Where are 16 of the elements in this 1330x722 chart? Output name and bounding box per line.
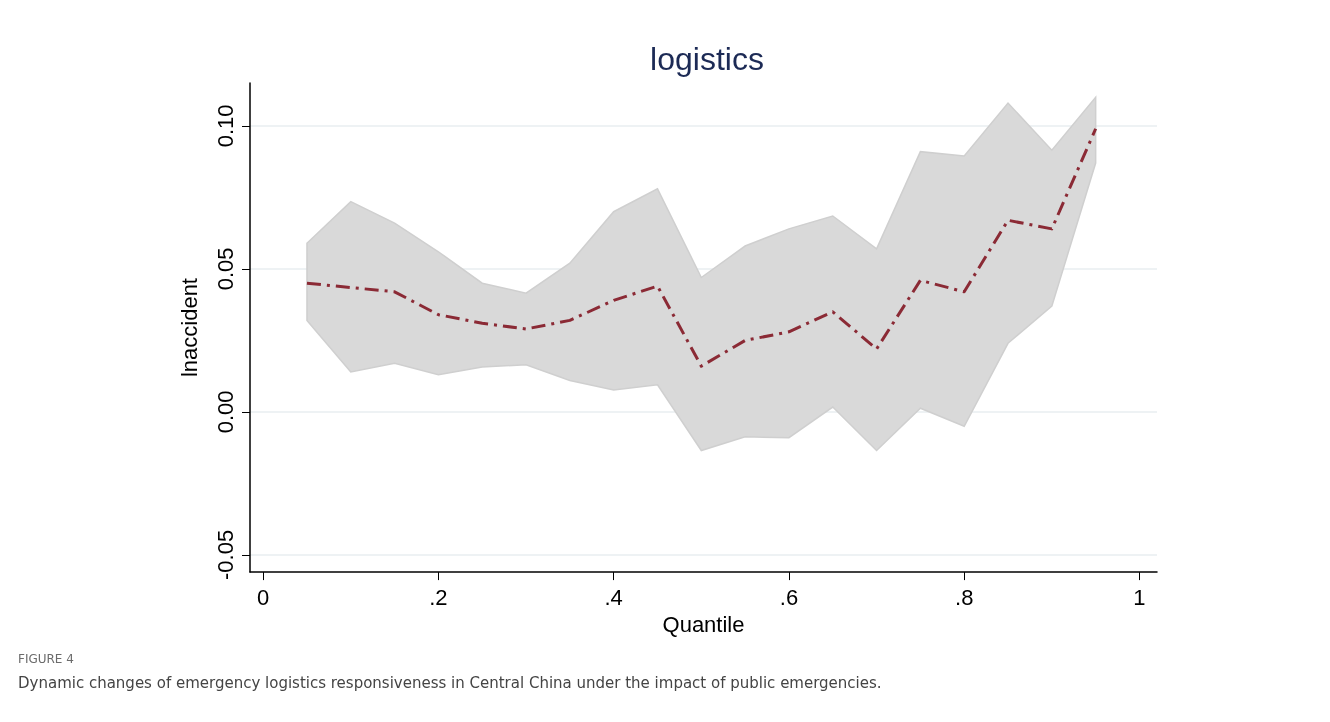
y-tick-label: 0.05: [212, 247, 238, 291]
y-tick-label: 0.00: [212, 390, 238, 434]
x-tick-label: .8: [955, 584, 974, 610]
y-tick-label: 0.10: [212, 104, 238, 148]
chart-title: logistics: [650, 41, 764, 77]
x-tick-label: .2: [429, 584, 448, 610]
x-tick-label: .6: [779, 584, 799, 610]
x-axis-title: Quantile: [662, 611, 745, 637]
x-tick-label: 0: [257, 584, 270, 610]
x-tick-label: 1: [1133, 584, 1146, 610]
caption: FIGURE 4: [18, 652, 75, 666]
text: Dynamic changes of emergency logistics responsiveness in Central China under the impact of public emergencies.: [18, 674, 882, 692]
y-axis-title: lnaccident: [176, 278, 202, 378]
y-tick-label: -0.05: [212, 529, 238, 581]
line-series: [305, 127, 1098, 368]
x-tick-label: .4: [604, 584, 623, 610]
